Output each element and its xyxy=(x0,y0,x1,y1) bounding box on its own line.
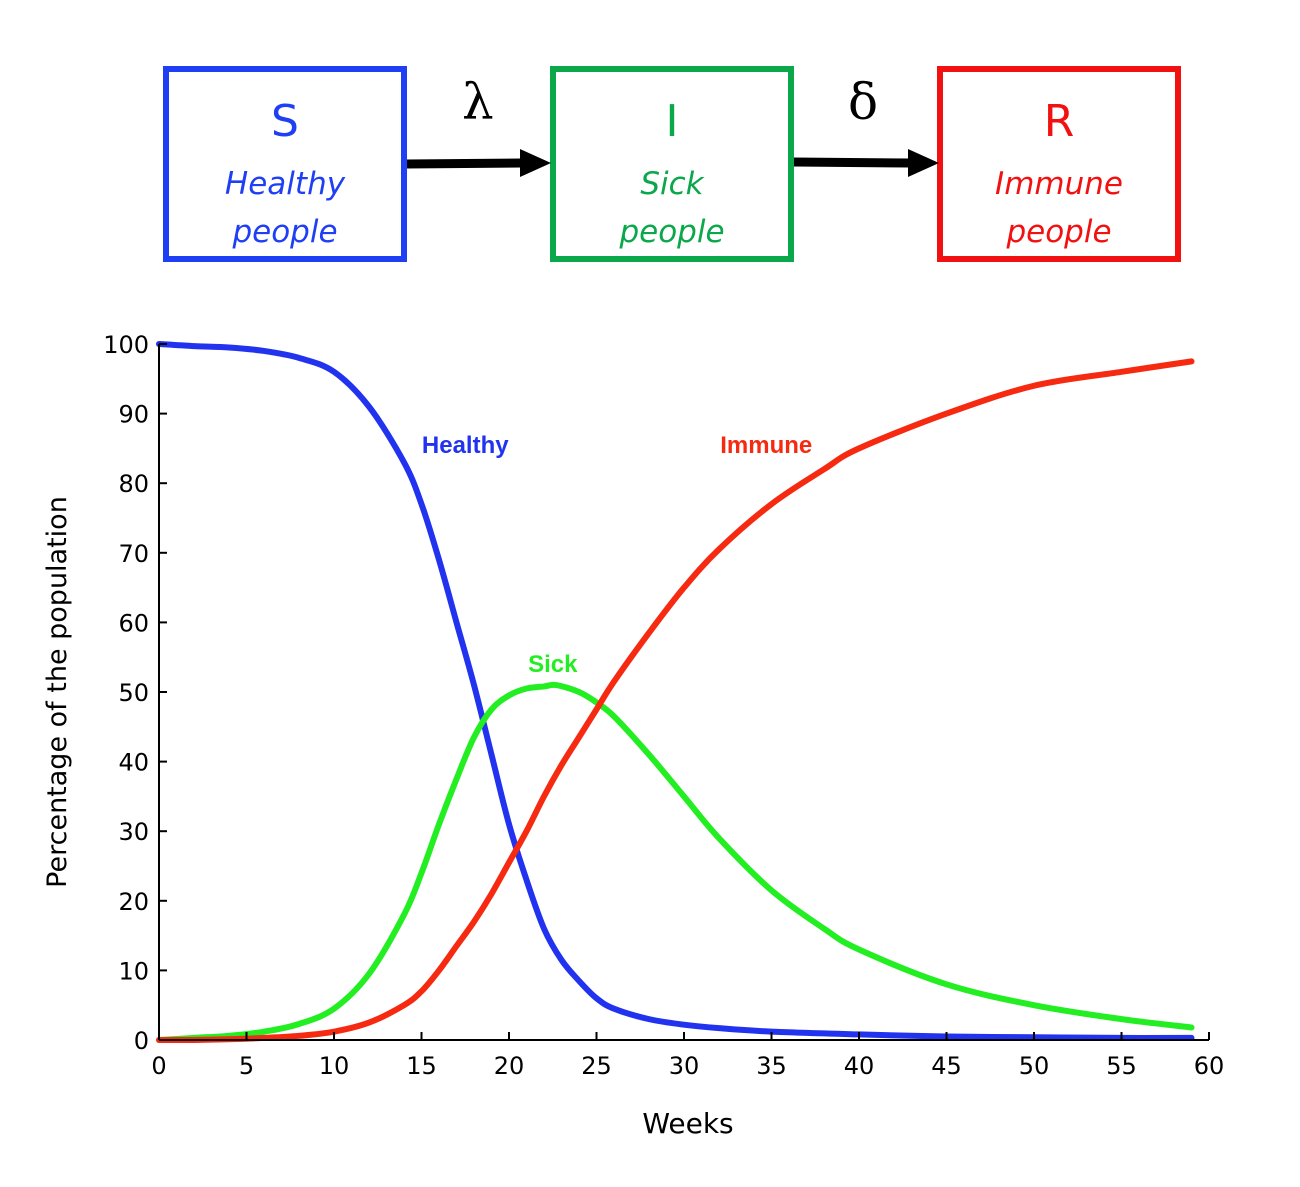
box-label-line2: people xyxy=(1006,214,1112,250)
box-label-line2: people xyxy=(232,214,338,250)
x-tick-label: 55 xyxy=(1106,1052,1137,1080)
series-line-healthy xyxy=(156,341,1195,1041)
box-label-line1: Sick xyxy=(640,166,704,202)
axes-layer: 0 5 10 15 20 25 30 35 40 45 50 55 60 0 10 20 30 40 50 60 70 8… xyxy=(103,331,1224,1080)
y-tick-label: 10 xyxy=(118,957,149,985)
y-tick-label: 20 xyxy=(118,888,149,916)
arrow-s-to-i xyxy=(406,149,551,177)
box-sick: I Sick people xyxy=(550,66,794,262)
y-tick-label: 50 xyxy=(118,679,149,707)
box-letter: R xyxy=(1043,96,1075,147)
arrow-i-to-r xyxy=(793,149,939,177)
box-label-line1: Healthy xyxy=(224,166,346,202)
y-tick-label: 70 xyxy=(118,540,149,568)
y-tick-label: 40 xyxy=(118,749,149,777)
x-tick-label: 20 xyxy=(494,1052,525,1080)
x-tick-label: 50 xyxy=(1019,1052,1050,1080)
y-tick-label: 90 xyxy=(118,401,149,429)
x-tick-label: 0 xyxy=(151,1052,166,1080)
x-tick-label: 10 xyxy=(319,1052,350,1080)
box-healthy: S Healthy people xyxy=(163,66,407,262)
x-tick-label: 60 xyxy=(1194,1052,1225,1080)
series-label-immune: Immune xyxy=(720,432,812,459)
x-tick-label: 40 xyxy=(844,1052,875,1080)
box-letter: S xyxy=(271,96,299,147)
x-tick-label: 25 xyxy=(581,1052,612,1080)
box-label-line1: Immune xyxy=(995,166,1123,202)
x-tick-label: 15 xyxy=(406,1052,437,1080)
x-tick-label: 5 xyxy=(239,1052,254,1080)
y-tick-label: 80 xyxy=(118,470,149,498)
y-tick-label: 30 xyxy=(118,818,149,846)
x-tick-label: 35 xyxy=(756,1052,787,1080)
box-immune: R Immune people xyxy=(937,66,1181,262)
rate-lambda: λ xyxy=(462,73,494,131)
series-layer xyxy=(156,341,1195,1044)
box-label: Healthy people xyxy=(169,160,401,256)
x-tick-label: 45 xyxy=(931,1052,962,1080)
y-tick-label: 100 xyxy=(103,331,149,359)
series-line-immune xyxy=(156,358,1195,1044)
series-label-sick: Sick xyxy=(528,651,578,678)
y-axis-title: Percentage of the population xyxy=(42,496,73,888)
box-label: Sick people xyxy=(556,160,788,256)
box-label-line2: people xyxy=(619,214,725,250)
diagram-arrows xyxy=(406,149,939,177)
box-letter: I xyxy=(665,96,679,147)
box-label: Immune people xyxy=(943,160,1175,256)
y-tick-label: 60 xyxy=(118,609,149,637)
labels-layer: Healthy Immune Sick xyxy=(422,432,812,678)
series-line-sick xyxy=(156,681,1195,1043)
x-tick-label: 30 xyxy=(669,1052,700,1080)
rate-delta: δ xyxy=(848,73,879,131)
y-tick-label: 0 xyxy=(134,1027,149,1055)
series-label-healthy: Healthy xyxy=(422,432,509,459)
x-axis-title: Weeks xyxy=(642,1107,733,1140)
